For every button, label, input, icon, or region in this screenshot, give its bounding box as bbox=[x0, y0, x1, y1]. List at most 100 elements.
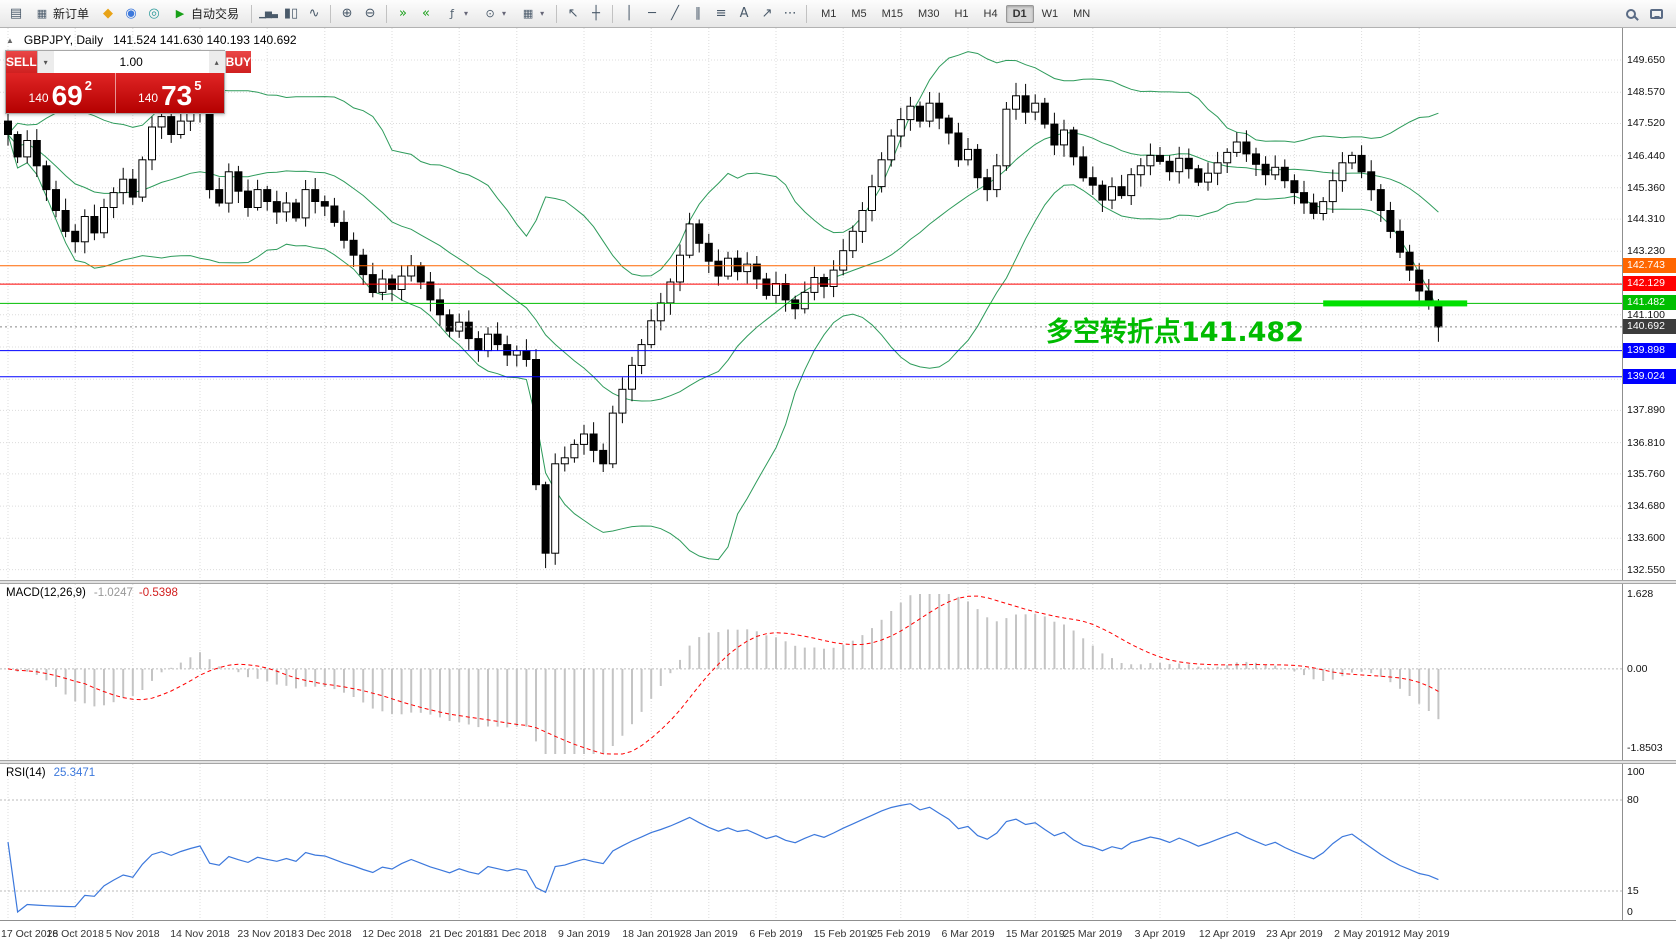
sell-price-pips: 69 bbox=[51, 80, 83, 111]
horizontal-line-tool-icon[interactable]: ─ bbox=[648, 6, 656, 21]
market-watch-icon[interactable]: ◉ bbox=[125, 6, 137, 21]
chart-canvas[interactable] bbox=[0, 28, 1622, 580]
toolbar-separator bbox=[330, 4, 332, 23]
arrow-tool-icon[interactable]: ↗ bbox=[761, 6, 773, 21]
timeframe-button-h1[interactable]: H1 bbox=[947, 5, 975, 23]
trade-widget-price-row: 140 69 2 140 73 5 bbox=[6, 73, 224, 113]
chart-ohlc-values: 141.524 141.630 140.193 140.692 bbox=[113, 33, 297, 47]
rsi-header: RSI(14) 25.3471 bbox=[6, 767, 95, 779]
timeframe-button-m5[interactable]: M5 bbox=[844, 5, 873, 23]
time-axis-label: 15 Mar 2019 bbox=[1005, 928, 1065, 940]
chart-symbol-label: GBPJPY, Daily bbox=[23, 33, 104, 47]
templates-dropdown-button[interactable]: ▦ ▾ bbox=[514, 3, 551, 25]
sell-price-pipette: 2 bbox=[84, 78, 92, 93]
timeframe-button-m30[interactable]: M30 bbox=[911, 5, 946, 23]
scale-label: 141.100 bbox=[1627, 308, 1665, 321]
toolbar-separator bbox=[806, 4, 808, 23]
crosshair-tool-icon[interactable]: ┼ bbox=[592, 6, 600, 21]
search-icon[interactable] bbox=[1626, 8, 1636, 19]
autotrading-button[interactable]: ▶ 自动交易 bbox=[166, 3, 246, 25]
trade-widget-header-row: SELL ▾ ▴ BUY bbox=[6, 51, 252, 73]
volume-increase-button[interactable]: ▴ bbox=[208, 51, 225, 73]
chart-shift-icon[interactable]: « bbox=[422, 6, 431, 21]
buy-price-button[interactable]: 140 73 5 bbox=[114, 73, 224, 113]
collapse-icon[interactable]: ▲ bbox=[6, 35, 14, 45]
time-axis-label: 17 Oct 2018 bbox=[1, 928, 59, 940]
rsi-canvas[interactable] bbox=[0, 764, 1622, 920]
buy-button[interactable]: BUY bbox=[225, 51, 252, 73]
chart-annotation-text[interactable]: 多空转折点141.482 bbox=[1046, 317, 1304, 348]
volume-input[interactable] bbox=[53, 51, 209, 73]
time-axis-label: 12 Dec 2018 bbox=[362, 928, 422, 940]
time-axis-label: 6 Feb 2019 bbox=[749, 928, 803, 940]
sell-button[interactable]: SELL bbox=[6, 51, 37, 73]
bollinger-upper-band bbox=[7, 51, 1439, 277]
candlestick-chart-icon[interactable]: ▮▯ bbox=[283, 6, 299, 21]
new-chart-icon[interactable]: ▤ bbox=[9, 6, 23, 21]
timeframe-button-d1[interactable]: D1 bbox=[1005, 4, 1034, 23]
time-axis-label: 3 Apr 2019 bbox=[1134, 928, 1186, 940]
community-chat-icon[interactable] bbox=[1650, 8, 1663, 19]
chevron-down-icon: ▾ bbox=[540, 9, 545, 18]
bollinger-lower-band bbox=[7, 134, 1439, 561]
time-axis-label: 12 May 2019 bbox=[1388, 928, 1450, 940]
favorites-icon[interactable]: ◆ bbox=[103, 6, 114, 21]
volume-decrease-button[interactable]: ▾ bbox=[37, 51, 54, 73]
scale-label: 80 bbox=[1627, 794, 1639, 806]
indicators-dropdown-button[interactable]: ƒ ▾ bbox=[438, 3, 475, 25]
time-axis-label: 21 Dec 2018 bbox=[429, 928, 489, 940]
turning-point-segment[interactable] bbox=[1323, 300, 1468, 307]
scale-label: 136.810 bbox=[1627, 436, 1665, 449]
rsi-grid bbox=[0, 764, 1622, 920]
scale-label: 134.680 bbox=[1627, 500, 1665, 513]
scale-label: 146.440 bbox=[1627, 149, 1665, 162]
navigator-icon[interactable]: ◎ bbox=[148, 6, 160, 21]
time-axis-label: 25 Feb 2019 bbox=[871, 928, 931, 940]
macd-grid bbox=[0, 584, 1622, 760]
panel-separator[interactable] bbox=[0, 760, 1676, 764]
time-axis-label: 5 Nov 2018 bbox=[105, 928, 160, 940]
rsi-panel: 100 80 15 0 RSI(14) 25.3471 bbox=[0, 764, 1676, 920]
bollinger-middle-band bbox=[7, 132, 1439, 402]
periods-dropdown-button[interactable]: ⊙ ▾ bbox=[476, 3, 513, 25]
cursor-tool-icon[interactable]: ↖ bbox=[567, 6, 579, 21]
panel-separator[interactable] bbox=[0, 580, 1676, 584]
bar-chart-icon[interactable]: ▁▅▃ bbox=[259, 8, 278, 19]
rsi-scale[interactable]: 100 80 15 0 bbox=[1622, 764, 1676, 920]
channel-tool-icon[interactable]: ∥ bbox=[694, 6, 702, 21]
trendline-tool-icon[interactable]: ╱ bbox=[671, 6, 679, 21]
price-level-badge: 142.129 bbox=[1623, 276, 1676, 292]
new-order-button[interactable]: ▦ 新订单 bbox=[28, 3, 96, 25]
timeframe-button-w1[interactable]: W1 bbox=[1035, 5, 1066, 23]
macd-header: MACD(12,26,9) -1.0247 -0.5398 bbox=[6, 587, 178, 599]
line-chart-icon[interactable]: ∿ bbox=[308, 6, 320, 21]
time-axis-label: 31 Dec 2018 bbox=[487, 928, 547, 940]
price-level-badge: 142.743 bbox=[1623, 257, 1676, 273]
time-axis[interactable]: 17 Oct 2018 26 Oct 2018 5 Nov 2018 14 Nov 2… bbox=[0, 920, 1676, 949]
chart-grid bbox=[0, 28, 1622, 580]
fibonacci-tool-icon[interactable]: ≡ bbox=[715, 6, 727, 21]
scale-label: 133.600 bbox=[1627, 532, 1665, 545]
sell-price-button[interactable]: 140 69 2 bbox=[6, 73, 115, 113]
sell-price-bigfigure: 140 bbox=[28, 91, 49, 105]
scale-label: 0.00 bbox=[1627, 662, 1648, 675]
buy-price-pipette: 5 bbox=[194, 78, 202, 93]
scale-label: 1.628 bbox=[1627, 588, 1654, 600]
macd-scale[interactable]: 1.628 0.00 -1.8503 bbox=[1622, 584, 1676, 760]
timeframe-button-m15[interactable]: M15 bbox=[875, 5, 910, 23]
shapes-tool-icon[interactable]: ⋯ bbox=[783, 6, 797, 21]
text-tool-icon[interactable]: A bbox=[739, 6, 749, 21]
timeframe-button-h4[interactable]: H4 bbox=[977, 5, 1005, 23]
macd-panel: 1.628 0.00 -1.8503 MACD(12,26,9) -1.0247 -0.… bbox=[0, 584, 1676, 760]
scale-label: 148.570 bbox=[1627, 86, 1665, 99]
zoom-out-icon[interactable]: ⊖ bbox=[364, 6, 376, 21]
price-scale[interactable]: 149.650 148.570 147.520 146.440 145.360 144.3… bbox=[1622, 28, 1676, 580]
macd-canvas[interactable] bbox=[0, 584, 1622, 760]
timeframe-button-mn[interactable]: MN bbox=[1066, 5, 1097, 23]
time-axis-label: 18 Jan 2019 bbox=[622, 928, 681, 940]
zoom-in-icon[interactable]: ⊕ bbox=[341, 6, 353, 21]
candles bbox=[4, 82, 1443, 569]
timeframe-button-m1[interactable]: M1 bbox=[814, 5, 843, 23]
vertical-line-tool-icon[interactable]: │ bbox=[625, 6, 633, 21]
auto-scroll-icon[interactable]: » bbox=[399, 6, 408, 21]
